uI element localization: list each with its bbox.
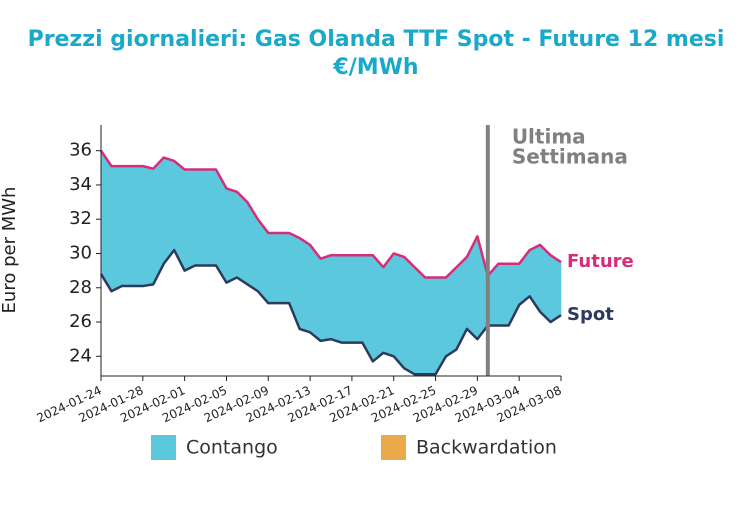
spread-area bbox=[550, 254, 562, 323]
spread-area bbox=[539, 244, 551, 323]
series-label: Future bbox=[567, 251, 634, 272]
spread-area bbox=[382, 252, 395, 357]
spread-area bbox=[267, 232, 280, 304]
spread-area bbox=[278, 232, 290, 304]
chart-title: Prezzi giornalieri: Gas Olanda TTF Spot … bbox=[28, 27, 725, 52]
spread-area bbox=[100, 149, 112, 293]
spread-area bbox=[132, 165, 144, 287]
spread-area bbox=[424, 277, 436, 375]
y-tick-label: 30 bbox=[69, 242, 92, 263]
legend-swatch bbox=[381, 435, 406, 460]
series-line bbox=[99, 149, 562, 279]
spread-area bbox=[456, 256, 468, 350]
series-line bbox=[99, 248, 562, 376]
spread-area bbox=[236, 191, 248, 285]
spread-area bbox=[121, 165, 133, 287]
y-tick-label: 24 bbox=[69, 345, 92, 366]
spread-area bbox=[351, 254, 363, 343]
spread-area bbox=[393, 253, 405, 370]
spread-area bbox=[330, 254, 342, 344]
legend-label: Backwardation bbox=[416, 437, 557, 459]
spread-area bbox=[205, 169, 217, 266]
y-tick-label: 34 bbox=[69, 174, 92, 195]
legend-swatch bbox=[151, 435, 176, 460]
spread-area bbox=[445, 266, 457, 357]
spread-area bbox=[194, 169, 206, 266]
y-tick-label: 36 bbox=[69, 140, 92, 161]
spread-area bbox=[341, 254, 353, 343]
spread-area bbox=[226, 187, 238, 284]
series-label: Spot bbox=[567, 304, 614, 325]
y-tick-label: 32 bbox=[69, 208, 92, 229]
spread-area bbox=[414, 266, 426, 375]
y-tick-label: 28 bbox=[69, 277, 92, 298]
spread-area bbox=[320, 254, 332, 342]
marker-label: Settimana bbox=[512, 145, 628, 169]
y-axis-label: Euro per MWh bbox=[0, 187, 20, 314]
legend-label: Contango bbox=[186, 437, 278, 459]
y-tick-label: 26 bbox=[69, 311, 92, 332]
chart-subtitle: €/MWh bbox=[332, 55, 418, 80]
spread-area bbox=[299, 237, 311, 333]
spread-area bbox=[372, 254, 384, 363]
spread-area bbox=[111, 165, 123, 292]
spread-area bbox=[163, 157, 175, 265]
spread-area bbox=[142, 165, 154, 287]
spread-area bbox=[309, 244, 321, 342]
spread-area bbox=[497, 263, 510, 326]
spread-area bbox=[403, 256, 415, 375]
marker-label: Ultima bbox=[512, 125, 586, 149]
spread-area bbox=[184, 169, 196, 272]
spread-area bbox=[529, 244, 541, 313]
